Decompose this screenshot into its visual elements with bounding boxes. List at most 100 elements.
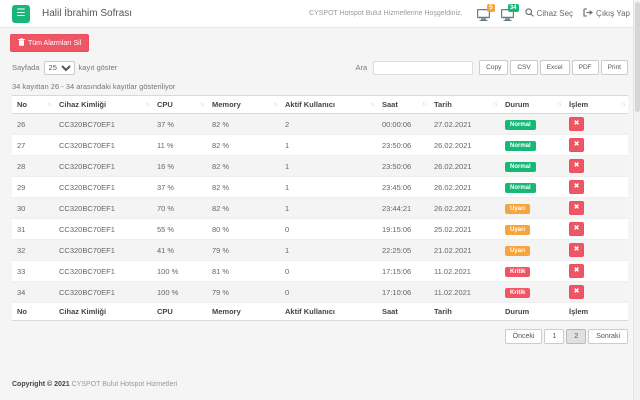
cell-action: ✖ (564, 135, 628, 156)
cell-no: 33 (12, 261, 54, 282)
pagination-next-button[interactable]: Sonraki (588, 329, 628, 344)
delete-row-button[interactable]: ✖ (569, 264, 584, 278)
cell-action: ✖ (564, 282, 628, 303)
cell-cpu: 55 % (152, 219, 207, 240)
cell-no: 31 (12, 219, 54, 240)
table-row: 28 CC320BC70EF1 16 % 82 % 1 23:50:06 26.… (12, 156, 628, 177)
cell-memory: 80 % (207, 219, 280, 240)
alarm-notification[interactable]: 34 (501, 7, 515, 21)
scrollbar-thumb[interactable] (635, 2, 640, 112)
delete-row-button[interactable]: ✖ (569, 243, 584, 257)
cell-cpu: 70 % (152, 198, 207, 219)
search-label: Ara (355, 63, 367, 72)
scrollbar[interactable] (633, 0, 640, 400)
export-pdf-button[interactable]: PDF (572, 60, 599, 75)
cell-action: ✖ (564, 177, 628, 198)
column-footer: Memory (207, 303, 280, 321)
device-notification[interactable]: 5 (477, 7, 491, 21)
cell-action: ✖ (564, 240, 628, 261)
cell-no: 34 (12, 282, 54, 303)
welcome-text: CYSPOT Hotspot Bulut Hizmetlerine Hoşgel… (309, 10, 463, 17)
delete-row-button[interactable]: ✖ (569, 180, 584, 194)
column-header[interactable]: CPU↑↓ (152, 96, 207, 114)
column-footer: Aktif Kullanıcı (280, 303, 377, 321)
cell-action: ✖ (564, 219, 628, 240)
copyright-footer: Copyright © 2021 CYSPOT Bulut Hotspot Hi… (0, 381, 640, 400)
cell-status: Normal (500, 177, 564, 198)
cell-device-id: CC320BC70EF1 (54, 198, 152, 219)
cell-device-id: CC320BC70EF1 (54, 177, 152, 198)
column-header[interactable]: İşlem↑↓ (564, 96, 628, 114)
navbar-right: CYSPOT Hotspot Bulut Hizmetlerine Hoşgel… (309, 7, 630, 21)
cell-date: 11.02.2021 (429, 261, 500, 282)
pagination-page-button[interactable]: 2 (566, 329, 586, 344)
navbar: ☰ Halil İbrahim Sofrası CYSPOT Hotspot B… (0, 0, 640, 28)
sort-icon: ↑↓ (145, 102, 149, 108)
cell-device-id: CC320BC70EF1 (54, 135, 152, 156)
column-header[interactable]: No↑↓ (12, 96, 54, 114)
cell-device-id: CC320BC70EF1 (54, 240, 152, 261)
page-title: Halil İbrahim Sofrası (42, 8, 132, 19)
cell-device-id: CC320BC70EF1 (54, 261, 152, 282)
table-footer-row: NoCihaz KimliğiCPUMemoryAktif KullanıcıS… (12, 303, 628, 321)
cell-date: 26.02.2021 (429, 156, 500, 177)
status-badge: Kritik (505, 267, 530, 277)
cell-memory: 82 % (207, 135, 280, 156)
column-header[interactable]: Durum↑↓ (500, 96, 564, 114)
cell-active-users: 0 (280, 219, 377, 240)
pagination-prev-button[interactable]: Önceki (505, 329, 543, 344)
export-excel-button[interactable]: Excel (540, 60, 570, 75)
cell-cpu: 16 % (152, 156, 207, 177)
cell-status: Uyarı (500, 219, 564, 240)
sort-icon: ↑↓ (493, 102, 497, 108)
controls-right: Ara CopyCSVExcelPDFPrint (355, 60, 628, 75)
export-csv-button[interactable]: CSV (510, 60, 537, 75)
delete-row-button[interactable]: ✖ (569, 138, 584, 152)
delete-all-label: Tüm Alarmları Sil (28, 40, 81, 47)
status-badge: Normal (505, 162, 536, 172)
export-print-button[interactable]: Print (601, 60, 628, 75)
search-icon (525, 8, 534, 19)
cell-time: 22:25:05 (377, 240, 429, 261)
cell-memory: 82 % (207, 198, 280, 219)
delete-row-button[interactable]: ✖ (569, 159, 584, 173)
column-header[interactable]: Tarih↑↓ (429, 96, 500, 114)
cell-device-id: CC320BC70EF1 (54, 219, 152, 240)
column-header[interactable]: Cihaz Kimliği↑↓ (54, 96, 152, 114)
cell-memory: 81 % (207, 261, 280, 282)
page-length-select[interactable]: 25 (44, 61, 75, 75)
logout-link[interactable]: Çıkış Yap (583, 8, 630, 19)
cell-memory: 79 % (207, 282, 280, 303)
delete-row-button[interactable]: ✖ (569, 117, 584, 131)
cell-date: 26.02.2021 (429, 198, 500, 219)
column-header[interactable]: Saat↑↓ (377, 96, 429, 114)
column-footer: No (12, 303, 54, 321)
column-header[interactable]: Aktif Kullanıcı↑↓ (280, 96, 377, 114)
cell-action: ✖ (564, 114, 628, 135)
menu-button[interactable]: ☰ (12, 5, 30, 23)
sort-icon: ↑↓ (370, 102, 374, 108)
device-select-link[interactable]: Cihaz Seç (525, 8, 573, 19)
table-row: 26 CC320BC70EF1 37 % 82 % 2 00:00:06 27.… (12, 114, 628, 135)
search-input[interactable] (373, 61, 473, 75)
column-footer: CPU (152, 303, 207, 321)
table-row: 29 CC320BC70EF1 37 % 82 % 1 23:45:06 26.… (12, 177, 628, 198)
column-header[interactable]: Memory↑↓ (207, 96, 280, 114)
hamburger-icon: ☰ (17, 8, 26, 19)
alarms-table: No↑↓Cihaz Kimliği↑↓CPU↑↓Memory↑↓Aktif Ku… (12, 95, 628, 321)
cell-cpu: 100 % (152, 261, 207, 282)
delete-row-button[interactable]: ✖ (569, 222, 584, 236)
copyright-rest: CYSPOT Bulut Hotspot Hizmetleri (70, 381, 178, 388)
cell-active-users: 1 (280, 135, 377, 156)
cell-time: 23:44:21 (377, 198, 429, 219)
cell-active-users: 1 (280, 198, 377, 219)
delete-row-button[interactable]: ✖ (569, 285, 584, 299)
cell-action: ✖ (564, 156, 628, 177)
export-copy-button[interactable]: Copy (479, 60, 508, 75)
delete-all-alarms-button[interactable]: Tüm Alarmları Sil (10, 34, 89, 52)
delete-row-button[interactable]: ✖ (569, 201, 584, 215)
cell-time: 00:00:06 (377, 114, 429, 135)
pagination-page-button[interactable]: 1 (544, 329, 564, 344)
cell-date: 26.02.2021 (429, 177, 500, 198)
cell-no: 30 (12, 198, 54, 219)
